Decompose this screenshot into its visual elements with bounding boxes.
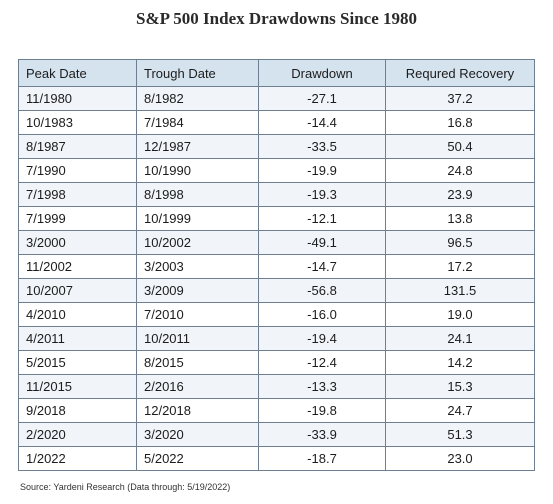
peak-date-cell: 11/1980 xyxy=(18,86,137,111)
peak-date-cell: 3/2000 xyxy=(18,230,137,255)
drawdown-cell: -33.9 xyxy=(258,422,386,447)
drawdown-cell: -16.0 xyxy=(258,302,386,327)
table-row: 4/2010 7/2010 -16.0 19.0 xyxy=(18,302,535,327)
peak-date-cell: 5/2015 xyxy=(18,350,137,375)
drawdown-cell: -33.5 xyxy=(258,134,386,159)
trough-date-cell: 3/2003 xyxy=(136,254,259,279)
drawdowns-table: Peak Date Trough Date Drawdown Requred R… xyxy=(18,59,535,471)
drawdown-cell: -12.1 xyxy=(258,206,386,231)
table-row: 1/2022 5/2022 -18.7 23.0 xyxy=(18,446,535,471)
header-required-recovery: Requred Recovery xyxy=(385,59,535,87)
peak-date-cell: 7/1998 xyxy=(18,182,137,207)
table-row: 8/1987 12/1987 -33.5 50.4 xyxy=(18,134,535,159)
drawdown-cell: -14.4 xyxy=(258,110,386,135)
trough-date-cell: 10/2002 xyxy=(136,230,259,255)
required-recovery-cell: 23.0 xyxy=(385,446,535,471)
header-peak-date: Peak Date xyxy=(18,59,137,87)
required-recovery-cell: 24.8 xyxy=(385,158,535,183)
table-row: 9/2018 12/2018 -19.8 24.7 xyxy=(18,398,535,423)
table-row: 11/2015 2/2016 -13.3 15.3 xyxy=(18,374,535,399)
drawdown-cell: -56.8 xyxy=(258,278,386,303)
trough-date-cell: 10/1990 xyxy=(136,158,259,183)
drawdown-cell: -12.4 xyxy=(258,350,386,375)
trough-date-cell: 10/2011 xyxy=(136,326,259,351)
trough-date-cell: 8/1998 xyxy=(136,182,259,207)
required-recovery-cell: 51.3 xyxy=(385,422,535,447)
trough-date-cell: 5/2022 xyxy=(136,446,259,471)
peak-date-cell: 7/1990 xyxy=(18,158,137,183)
required-recovery-cell: 23.9 xyxy=(385,182,535,207)
table-row: 10/1983 7/1984 -14.4 16.8 xyxy=(18,110,535,135)
table-row: 2/2020 3/2020 -33.9 51.3 xyxy=(18,422,535,447)
header-drawdown: Drawdown xyxy=(258,59,386,87)
drawdown-cell: -19.9 xyxy=(258,158,386,183)
drawdown-cell: -13.3 xyxy=(258,374,386,399)
table-header-row: Peak Date Trough Date Drawdown Requred R… xyxy=(18,59,535,87)
peak-date-cell: 4/2011 xyxy=(18,326,137,351)
peak-date-cell: 10/2007 xyxy=(18,278,137,303)
drawdown-cell: -49.1 xyxy=(258,230,386,255)
peak-date-cell: 7/1999 xyxy=(18,206,137,231)
drawdown-cell: -27.1 xyxy=(258,86,386,111)
required-recovery-cell: 131.5 xyxy=(385,278,535,303)
drawdown-cell: -19.4 xyxy=(258,326,386,351)
trough-date-cell: 2/2016 xyxy=(136,374,259,399)
table-row: 4/2011 10/2011 -19.4 24.1 xyxy=(18,326,535,351)
peak-date-cell: 1/2022 xyxy=(18,446,137,471)
table-row: 11/2002 3/2003 -14.7 17.2 xyxy=(18,254,535,279)
required-recovery-cell: 24.7 xyxy=(385,398,535,423)
trough-date-cell: 7/1984 xyxy=(136,110,259,135)
peak-date-cell: 11/2015 xyxy=(18,374,137,399)
required-recovery-cell: 15.3 xyxy=(385,374,535,399)
drawdown-cell: -14.7 xyxy=(258,254,386,279)
peak-date-cell: 8/1987 xyxy=(18,134,137,159)
required-recovery-cell: 50.4 xyxy=(385,134,535,159)
required-recovery-cell: 96.5 xyxy=(385,230,535,255)
required-recovery-cell: 19.0 xyxy=(385,302,535,327)
required-recovery-cell: 37.2 xyxy=(385,86,535,111)
trough-date-cell: 3/2009 xyxy=(136,278,259,303)
peak-date-cell: 9/2018 xyxy=(18,398,137,423)
table-row: 5/2015 8/2015 -12.4 14.2 xyxy=(18,350,535,375)
source-note: Source: Yardeni Research (Data through: … xyxy=(20,482,231,492)
drawdown-cell: -18.7 xyxy=(258,446,386,471)
table-row: 7/1999 10/1999 -12.1 13.8 xyxy=(18,206,535,231)
required-recovery-cell: 24.1 xyxy=(385,326,535,351)
trough-date-cell: 8/1982 xyxy=(136,86,259,111)
table-row: 11/1980 8/1982 -27.1 37.2 xyxy=(18,86,535,111)
peak-date-cell: 2/2020 xyxy=(18,422,137,447)
required-recovery-cell: 16.8 xyxy=(385,110,535,135)
required-recovery-cell: 14.2 xyxy=(385,350,535,375)
required-recovery-cell: 13.8 xyxy=(385,206,535,231)
peak-date-cell: 4/2010 xyxy=(18,302,137,327)
trough-date-cell: 12/2018 xyxy=(136,398,259,423)
table-row: 10/2007 3/2009 -56.8 131.5 xyxy=(18,278,535,303)
table-row: 3/2000 10/2002 -49.1 96.5 xyxy=(18,230,535,255)
trough-date-cell: 3/2020 xyxy=(136,422,259,447)
trough-date-cell: 10/1999 xyxy=(136,206,259,231)
table-row: 7/1990 10/1990 -19.9 24.8 xyxy=(18,158,535,183)
drawdown-cell: -19.8 xyxy=(258,398,386,423)
required-recovery-cell: 17.2 xyxy=(385,254,535,279)
table-body: 11/1980 8/1982 -27.1 37.2 10/1983 7/1984 -14.4… xyxy=(18,86,535,471)
trough-date-cell: 7/2010 xyxy=(136,302,259,327)
page-title: S&P 500 Index Drawdowns Since 1980 xyxy=(135,9,417,28)
trough-date-cell: 12/1987 xyxy=(136,134,259,159)
drawdown-cell: -19.3 xyxy=(258,182,386,207)
peak-date-cell: 11/2002 xyxy=(18,254,137,279)
header-trough-date: Trough Date xyxy=(136,59,259,87)
peak-date-cell: 10/1983 xyxy=(18,110,137,135)
table-row: 7/1998 8/1998 -19.3 23.9 xyxy=(18,182,535,207)
trough-date-cell: 8/2015 xyxy=(136,350,259,375)
